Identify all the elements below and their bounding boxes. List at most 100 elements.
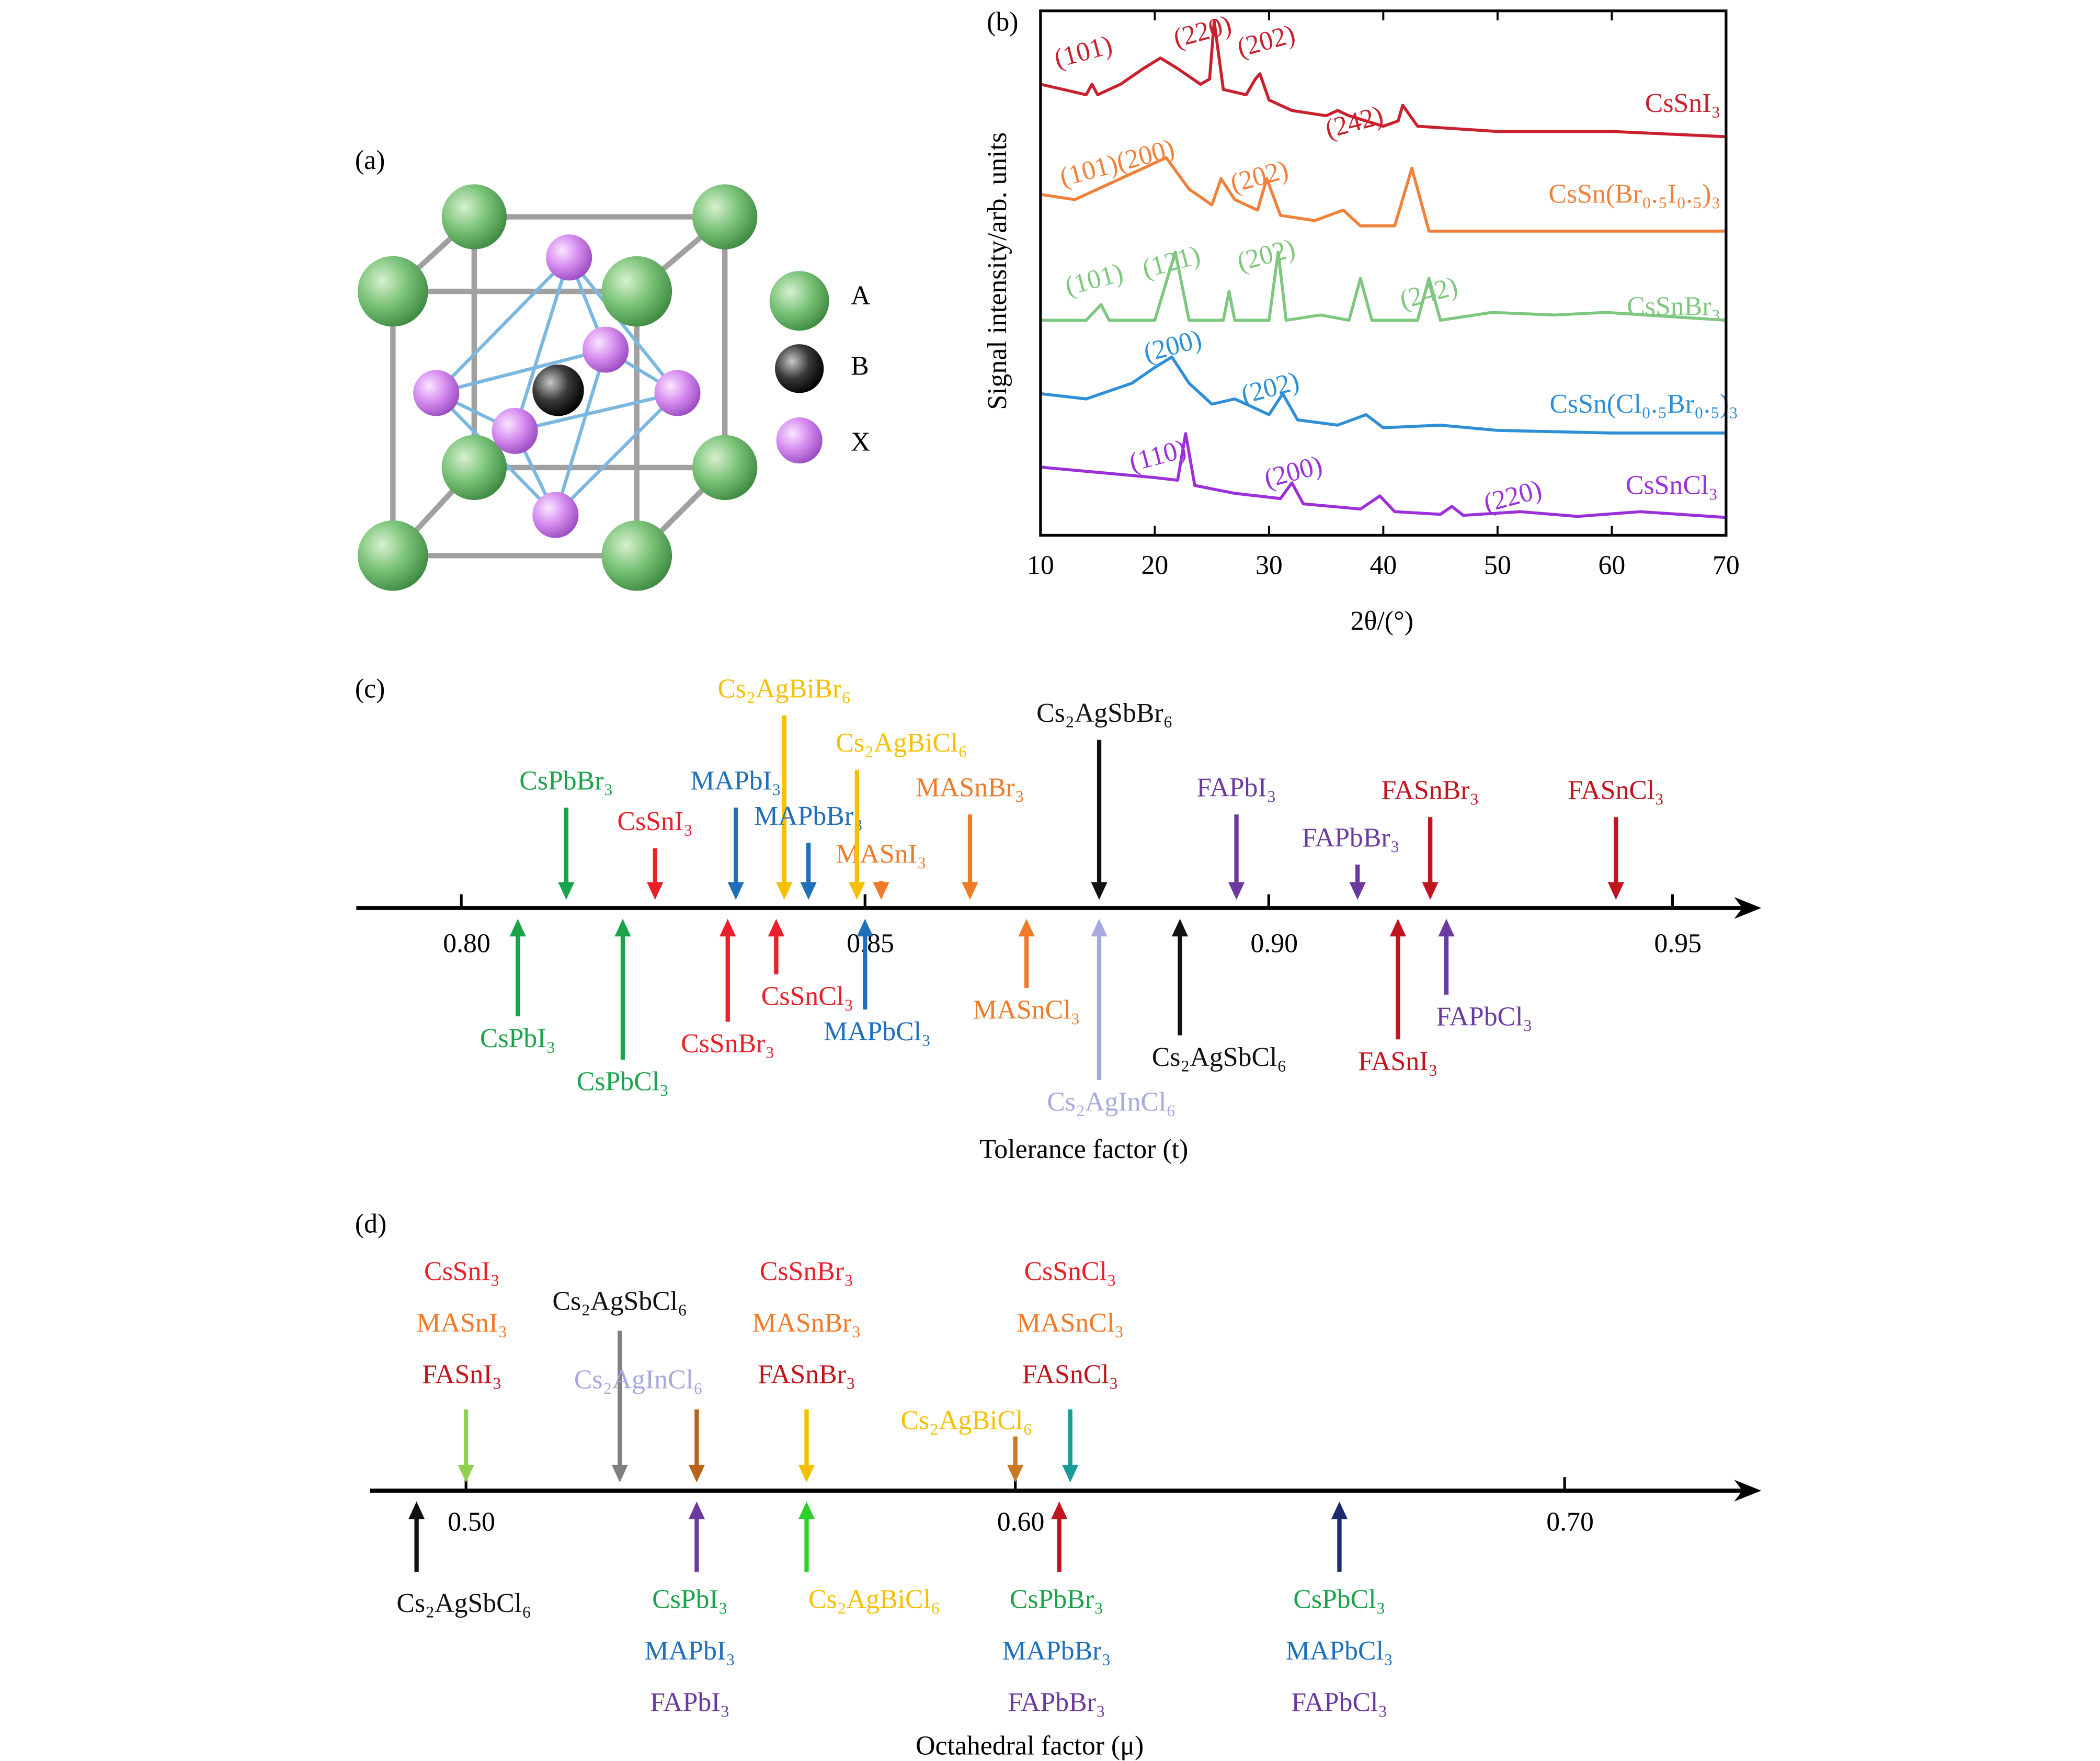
x-tick-label: 0.70 [1546,1507,1594,1537]
factor-arrow [1018,918,1035,988]
series-label: CsSnBr₃ [1627,292,1720,322]
compound-label: CsSnI₃ [617,806,693,836]
factor-arrow [727,808,744,900]
compound-label: CsPbI₃ [652,1584,728,1614]
compound-label: Cs₂AgSbCl₆ [396,1588,531,1618]
panel-label: (d) [355,1209,386,1239]
peak-label: (202) [1227,155,1292,199]
factor-arrow [1051,1501,1068,1572]
peak-label: (101) [1051,30,1115,74]
factor-arrow [408,1501,425,1572]
factor-arrow [611,1331,628,1483]
compound-label: MASnCl₃ [973,995,1080,1025]
factor-arrow [1438,918,1455,995]
compound-label: Cs₂AgBiCl₆ [808,1584,940,1614]
x-tick-label: 0.50 [448,1507,495,1537]
factor-arrow [873,881,889,900]
x-tick-label: 30 [1256,551,1283,581]
compound-label: FASnCl₃ [1022,1359,1119,1389]
compound-label: CsSnI₃ [424,1256,500,1286]
factor-arrow [1422,817,1439,900]
x-tick-label: 10 [1027,551,1054,581]
peak-label: (101) [1062,257,1126,301]
x-tick-label: 50 [1484,551,1511,581]
factor-arrow [962,814,978,900]
factor-arrow [1091,740,1108,900]
x-tick-label: 70 [1713,551,1740,581]
compound-label: FAPbCl₃ [1436,1002,1533,1031]
factor-arrow [800,843,817,900]
factor-arrow [798,1409,815,1483]
compound-label: CsPbCl₃ [577,1067,669,1097]
compound-label: Cs₂AgBiCl₆ [900,1405,1032,1435]
compound-label: CsPbCl₃ [1293,1584,1385,1614]
compound-label: CsSnBr₃ [760,1256,853,1286]
x-tick-label: 0.90 [1250,928,1298,958]
xrd-trace [1040,19,1727,139]
series-label: CsSn(Br₀.₅I₀.₅)₃ [1548,179,1720,209]
x-tick-label: 0.80 [443,928,490,958]
compound-label: MAPbCl₃ [1286,1636,1393,1666]
axis-arrowhead [1734,897,1762,919]
xrd-trace [1040,251,1727,322]
factor-arrow [776,715,793,900]
compound-label: FAPbCl₃ [1291,1687,1387,1717]
compound-label: CsPbBr₃ [519,766,613,796]
factor-arrow [688,1409,705,1483]
compound-label: Cs₂AgInCl₆ [1047,1087,1175,1117]
factor-arrow [798,1501,815,1572]
peak-label: (121) [1139,240,1203,284]
factor-arrow [1228,814,1245,900]
peak-label: (202) [1238,366,1303,410]
peak-label: (101)(200) [1057,133,1178,192]
peak-label: (200) [1140,324,1205,368]
compound-label: CsSnCl₃ [1024,1256,1116,1286]
compound-label: MAPbCl₃ [824,1017,931,1047]
x-axis-label: Octahedral factor (μ) [916,1731,1144,1760]
compound-label: FASnI₃ [1358,1047,1437,1076]
peak-label: (202) [1234,233,1298,277]
compound-label: FASnI₃ [422,1359,501,1389]
legend-swatch [775,344,824,393]
xrd-trace [1040,355,1726,435]
compound-label: Cs₂AgSbCl₆ [1152,1042,1287,1072]
factor-arrow [458,1409,474,1483]
panel-label: (b) [987,7,1018,37]
factor-arrow [509,918,526,1017]
panel-label: (c) [355,674,385,703]
factor-arrow [1389,918,1406,1040]
panel-label: (a) [355,145,385,175]
compound-label: MASnCl₃ [1017,1308,1124,1338]
compound-label: MASnBr₃ [752,1308,861,1338]
compound-label: CsSnBr₃ [681,1029,774,1059]
factor-arrow [1007,1436,1024,1483]
x-tick-label: 0.60 [997,1507,1045,1537]
factor-arrow [614,918,631,1060]
compound-label: CsPbI₃ [480,1024,556,1053]
legend-swatch [776,417,823,464]
series-label: CsSn(Cl₀.₅Br₀.₅)₃ [1549,389,1738,419]
compound-label: Cs₂AgInCl₆ [574,1365,703,1395]
legend-label: B [851,351,869,381]
compound-label: CsSnCl₃ [761,981,853,1011]
factor-arrow [849,769,865,900]
compound-label: MASnBr₃ [916,772,1024,802]
factor-arrow [768,918,784,974]
x-tick-label: 20 [1141,551,1168,581]
series-label: CsSnCl₃ [1626,471,1718,501]
factor-arrow [1349,865,1366,900]
compound-label: MASnI₃ [417,1308,507,1338]
axis-arrowhead [1734,1480,1762,1502]
compound-label: CsPbBr₃ [1010,1584,1103,1614]
factor-arrow [857,918,873,1010]
peak-label: (202) [1234,19,1298,63]
compound-label: FAPbBr₃ [1302,823,1400,853]
peak-label: (242) [1397,271,1461,315]
factor-arrow [1091,918,1108,1081]
factor-arrow [1062,1409,1079,1483]
peak-label: (220) [1170,9,1235,53]
compound-label: FAPbBr₃ [1008,1687,1105,1717]
compound-label: MASnI₃ [836,839,926,869]
atoms [358,184,758,591]
compound-label: MAPbBr₃ [1002,1636,1111,1666]
